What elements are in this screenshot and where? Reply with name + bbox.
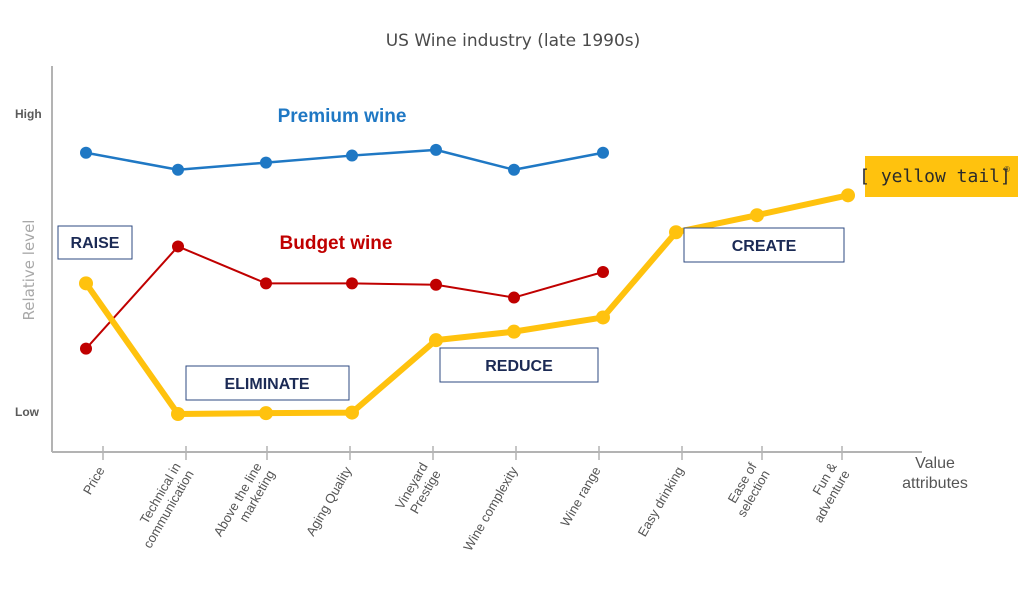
data-point-series-1 — [260, 277, 272, 290]
yellow-tail-logo-text: [ yellow tail] — [859, 166, 1011, 187]
data-point-series-2 — [507, 324, 521, 339]
data-point-series-1 — [346, 277, 358, 290]
x-tick-label: Wine complexity — [460, 464, 521, 554]
data-point-series-0 — [80, 146, 92, 159]
create-box: CREATE — [683, 227, 845, 263]
x-tick-label: Easy drinking — [635, 464, 687, 539]
series-line-1 — [85, 245, 604, 350]
data-point-series-2 — [345, 405, 359, 420]
x-tick-label: Wine range — [557, 464, 603, 529]
data-point-series-2 — [841, 188, 855, 203]
data-point-series-2 — [750, 208, 764, 223]
x-tick-label: Fun &adventure — [798, 460, 853, 525]
x-tick-label: Price — [80, 464, 108, 497]
x-tick-label: Ease ofselection — [721, 460, 773, 520]
data-point-series-2 — [259, 406, 273, 421]
x-tick-label: Aging Quality — [303, 464, 355, 539]
data-point-series-2 — [429, 333, 443, 348]
data-point-series-1 — [597, 266, 609, 278]
raise-box: RAISE — [57, 225, 133, 260]
x-axis-label-line2: attributes — [902, 475, 968, 492]
data-point-series-0 — [508, 163, 520, 176]
data-point-series-0 — [430, 143, 442, 156]
x-tick-label: Above the linemarketing — [210, 460, 277, 546]
yellow-tail-logo-mark: ® — [1004, 165, 1010, 174]
yellow-tail-logo-bg — [865, 156, 1018, 197]
premium-wine-label: Premium wine — [278, 106, 407, 127]
data-point-series-0 — [346, 149, 358, 162]
data-point-series-0 — [597, 146, 609, 159]
data-point-series-0 — [172, 163, 184, 176]
budget-wine-label: Budget wine — [280, 233, 393, 254]
x-tick-marks — [102, 446, 843, 460]
eliminate-box: ELIMINATE — [185, 365, 350, 401]
data-point-series-1 — [80, 342, 92, 355]
x-tick-label: VineyardPrestige — [392, 460, 444, 519]
raise-label: RAISE — [71, 235, 120, 252]
data-point-series-2 — [669, 225, 683, 240]
x-tick-label: Technical incommunication — [127, 460, 197, 551]
y-tick-high: High — [15, 107, 42, 121]
y-tick-low: Low — [15, 405, 40, 419]
series-line-2 — [83, 192, 849, 417]
data-point-series-1 — [508, 291, 520, 304]
series-points — [79, 143, 855, 421]
data-point-series-1 — [172, 240, 184, 253]
eliminate-label: ELIMINATE — [224, 376, 309, 393]
data-point-series-2 — [596, 310, 610, 325]
reduce-label: REDUCE — [485, 358, 553, 375]
chart-title: US Wine industry (late 1990s) — [386, 31, 641, 51]
x-tick-labels: Price Technical incommunication Above the … — [80, 460, 853, 554]
series-line-0 — [85, 148, 604, 172]
data-point-series-2 — [79, 276, 93, 291]
y-axis-label: Relative level — [20, 220, 38, 321]
x-axis-label-line1: Value — [915, 455, 955, 472]
data-point-series-2 — [171, 407, 185, 421]
create-label: CREATE — [732, 238, 797, 255]
reduce-box: REDUCE — [439, 347, 599, 383]
data-point-series-1 — [430, 278, 442, 291]
data-point-series-0 — [260, 156, 272, 169]
yellow-tail-logo: [ yellow tail] ® — [859, 156, 1018, 197]
